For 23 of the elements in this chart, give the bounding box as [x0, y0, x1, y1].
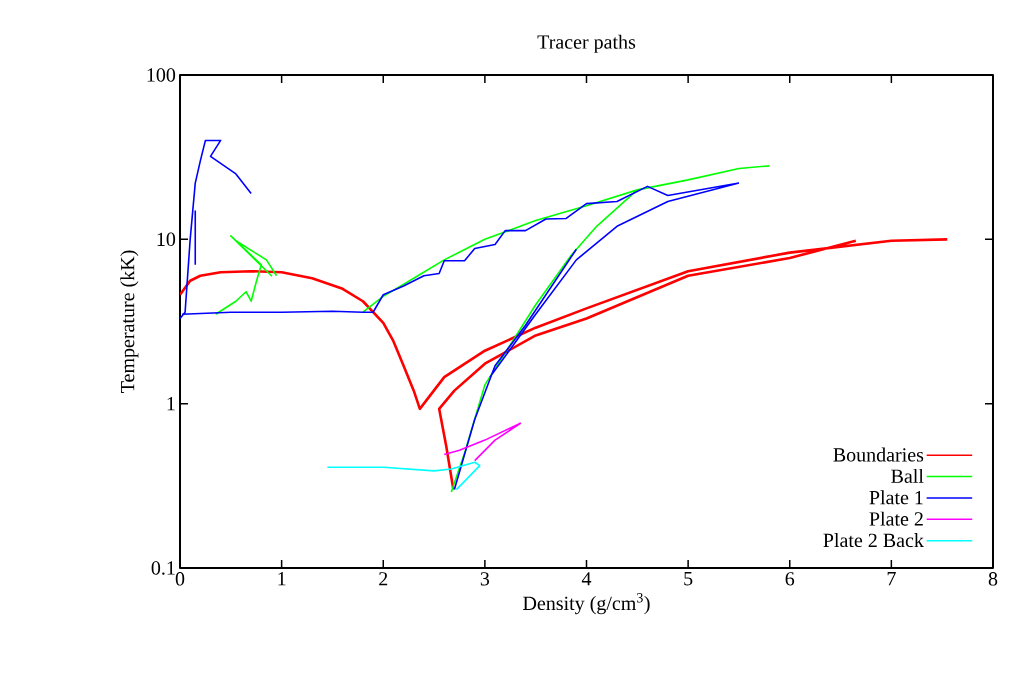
y-tick-label: 0.1 — [151, 561, 175, 575]
x-axis-title: Density (g/cm$^{3}$) — [523, 593, 650, 615]
x-tick-label: 6 — [785, 572, 795, 586]
x-tick-label: 5 — [684, 572, 693, 586]
x-tick-label: 1 — [278, 572, 286, 586]
y-tick-label: 100 — [147, 68, 176, 82]
chart-title: Tracer paths — [537, 34, 636, 53]
y-tick-label: 1 — [167, 397, 175, 411]
line-series — [326, 461, 481, 491]
legend-label: Plate 2 Back — [823, 533, 924, 548]
legend-label: Plate 1 — [869, 490, 923, 505]
y-axis-title: Temperature (kK) — [120, 250, 139, 393]
x-tick-label: 3 — [480, 572, 490, 586]
x-tick-label: 0 — [175, 572, 185, 586]
legend-label: Plate 2 — [869, 511, 923, 526]
y-tick-label: 10 — [157, 232, 176, 247]
line-series — [443, 422, 522, 462]
x-tick-label: 4 — [581, 572, 592, 586]
legend-label: Ball — [891, 468, 924, 483]
x-tick-label: 7 — [887, 572, 896, 586]
legend-label: Boundaries — [833, 447, 924, 462]
x-tick-label: 2 — [379, 572, 388, 586]
x-tick-label: 8 — [988, 572, 998, 586]
